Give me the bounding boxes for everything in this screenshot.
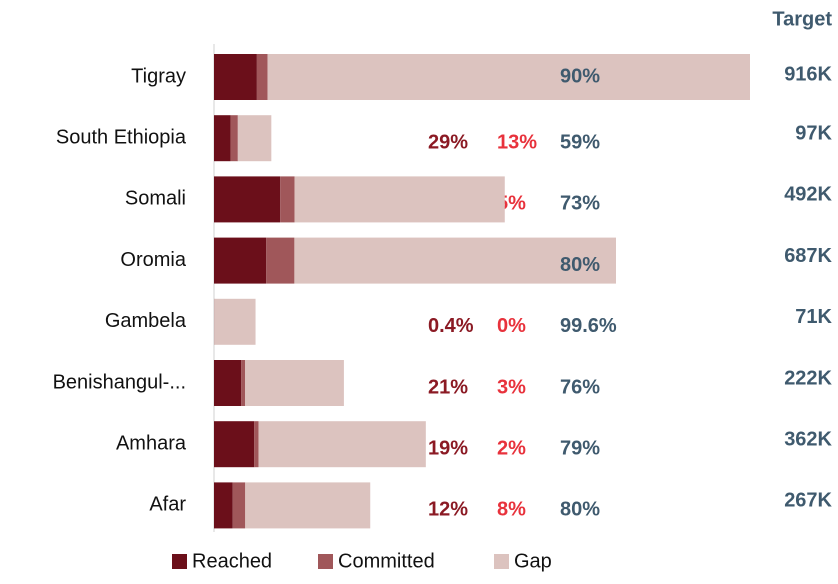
category-label: Oromia [120,249,186,271]
bar-segment [241,360,245,406]
bar-segment [214,238,266,284]
value-label: 21% [428,376,468,398]
bar-segment [214,360,241,406]
bar-segment [230,115,237,161]
bar-segment [214,54,257,100]
target-label: 97K [795,122,832,144]
bar-segment [257,54,268,100]
bar-segment [238,115,271,161]
value-label: 12% [428,499,468,521]
category-label: Gambela [105,310,187,332]
target-label: 362K [784,428,832,450]
legend-label: Committed [338,550,435,572]
bar-segment [214,176,280,222]
bar-segment [214,482,233,528]
bar-segment [214,115,230,161]
category-label: Somali [125,188,186,210]
legend-label: Reached [192,550,272,572]
value-label: 80% [560,499,600,521]
target-header: Target [772,8,832,30]
legend-swatch [172,554,187,569]
bar-segment [233,482,245,528]
bar-segment [214,299,255,345]
category-label: Amhara [116,432,187,454]
value-label: 13% [497,131,537,153]
bar-segment [214,421,254,467]
value-label: 0.4% [428,315,474,337]
bar-segment [268,54,750,100]
value-label: 19% [428,437,468,459]
bar-segment [295,176,505,222]
value-label: 80% [560,254,600,276]
value-label: 90% [560,65,600,87]
target-label: 71K [795,306,832,328]
category-label: Benishangul-... [53,371,186,393]
category-label: Afar [149,494,186,516]
bar-segment [266,238,294,284]
value-label: 0% [497,315,526,337]
legend-swatch [318,554,333,569]
category-label: South Ethiopia [56,126,187,148]
value-label: 79% [560,437,600,459]
target-label: 687K [784,245,832,267]
value-label: 99.6% [560,315,617,337]
target-label: 916K [784,63,832,85]
value-label: 59% [560,131,600,153]
value-label: 2% [497,437,526,459]
value-label: 3% [497,376,526,398]
bar-segment [245,482,370,528]
bar-segment [254,421,258,467]
target-label: 267K [784,490,832,512]
bar-segment [280,176,294,222]
category-label: Tigray [131,65,186,87]
target-label: 222K [784,367,832,389]
legend-label: Gap [514,550,552,572]
target-label: 492K [784,184,832,206]
value-label: 8% [497,499,526,521]
legend-swatch [494,554,509,569]
bar-segment [258,421,425,467]
value-label: 73% [560,193,600,215]
value-label: 29% [428,131,468,153]
bar-segment [245,360,344,406]
value-label: 76% [560,376,600,398]
